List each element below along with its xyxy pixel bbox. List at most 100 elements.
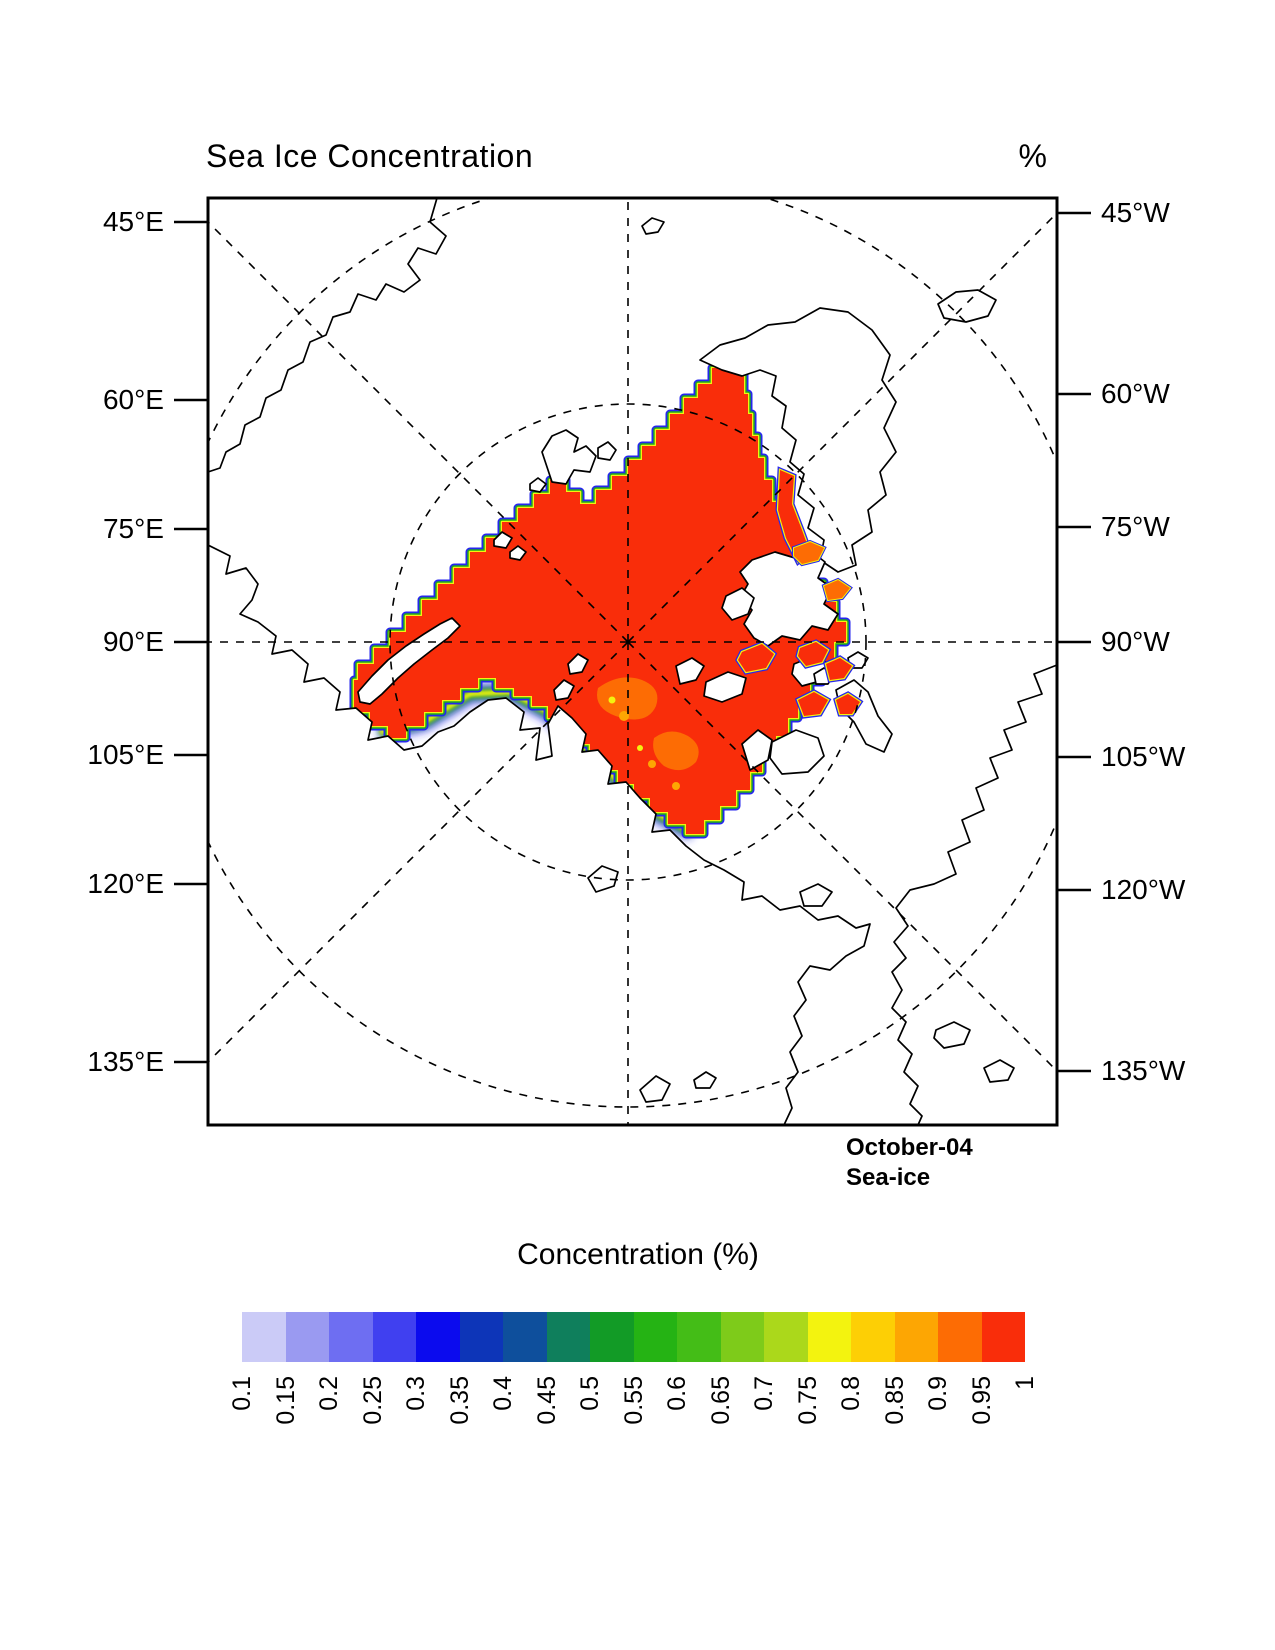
- coastline-greenland: [699, 307, 897, 573]
- colorbar-title: Concentration (%): [517, 1238, 759, 1271]
- coastline-victoria: [769, 729, 825, 775]
- colorbar-cell: [938, 1312, 982, 1362]
- colorbar-tick-label: 0.55: [620, 1376, 648, 1425]
- colorbar-tick-label: 0.4: [489, 1376, 517, 1411]
- coastline-franz-josef-land: [493, 531, 513, 549]
- axis-ticks: [174, 211, 1091, 1073]
- plot-title: Sea Ice Concentration: [206, 138, 534, 174]
- colorbar-tick: 0.15: [272, 1376, 300, 1516]
- colorbar-tick-label: 0.2: [315, 1376, 343, 1411]
- colorbar-cell: [285, 1312, 329, 1362]
- coastline-svalbard-islet: [597, 441, 617, 461]
- coastline-severnaya-zemlya: [567, 653, 589, 675]
- colorbar-cell: [503, 1312, 547, 1362]
- colorbar-tick: 0.1: [228, 1376, 256, 1516]
- colorbar-tick-label: 0.1: [228, 1376, 256, 1411]
- colorbar-tick: 0.7: [750, 1376, 778, 1516]
- colorbar-tick: 0.35: [446, 1376, 474, 1516]
- map-frame: [206, 196, 1059, 1127]
- colorbar-tick-label: 0.45: [533, 1376, 561, 1425]
- colorbar-tick: 0.5: [576, 1376, 604, 1516]
- coastline-scandinavia: [208, 198, 447, 473]
- colorbar-cell: [329, 1312, 373, 1362]
- coastline-okhotsk-island: [639, 1075, 671, 1103]
- stamp-field: Sea-ice: [846, 1164, 931, 1191]
- colorbar-cell: [416, 1312, 460, 1362]
- coastline-iceland: [937, 289, 997, 323]
- axis-label-right: 105°W: [1101, 741, 1186, 772]
- coastline-siberia-mainland: [208, 544, 871, 1125]
- colorbar-tick: 0.9: [924, 1376, 952, 1516]
- coastline-svalbard-islet: [529, 477, 547, 493]
- graticule-meridian: [208, 220, 629, 643]
- axis-label-left: 60°E: [102, 384, 164, 415]
- coastline-lake-shape: [933, 1021, 971, 1049]
- axis-label-left: 90°E: [102, 626, 164, 657]
- coastline-axel-heiberg: [721, 587, 755, 621]
- colorbar-tick-label: 0.8: [837, 1376, 865, 1411]
- colorbar-cell: [851, 1312, 895, 1362]
- graticule-meridian: [627, 211, 1057, 643]
- graticule-parallel-80N: [389, 403, 867, 881]
- graticule-meridian: [208, 641, 629, 1064]
- coastline-wrangel: [799, 883, 833, 907]
- colorbar-cell: [677, 1312, 721, 1362]
- colorbar-tick: 0.3: [402, 1376, 430, 1516]
- coastlines: [208, 198, 1057, 1125]
- colorbar-tick-label: 0.35: [446, 1376, 474, 1425]
- coastline-prince-patrick: [675, 657, 705, 685]
- coastline-okhotsk-islet: [693, 1071, 717, 1089]
- axis-label-right: 75°W: [1101, 511, 1170, 542]
- colorbar-cell: [372, 1312, 416, 1362]
- ice-interior-speck: [619, 711, 629, 721]
- ice-interior-speck: [637, 745, 643, 751]
- colorbar-tick-label: 0.9: [924, 1376, 952, 1411]
- ice-interior-speck: [672, 782, 680, 790]
- colorbar-cell: [546, 1312, 590, 1362]
- axis-label-left: 135°E: [87, 1046, 164, 1077]
- colorbar-tick-label: 0.5: [576, 1376, 604, 1411]
- axis-label-right: 60°W: [1101, 378, 1170, 409]
- axis-label-right: 135°W: [1101, 1055, 1186, 1086]
- colorbar-tick: 0.25: [359, 1376, 387, 1516]
- units-label: %: [1018, 138, 1047, 174]
- low-concentration-patch: [822, 578, 852, 602]
- ice-interior-speck: [608, 696, 616, 704]
- colorbar-cell: [807, 1312, 851, 1362]
- low-concentration-patch: [792, 540, 826, 566]
- graticule-meridian: [627, 641, 1057, 1073]
- axis-label-right: 90°W: [1101, 626, 1170, 657]
- colorbar-tick-label: 0.75: [794, 1376, 822, 1425]
- axis-label-left: 45°E: [102, 206, 164, 237]
- ice-interior-patch: [653, 731, 699, 771]
- sea-ice-field: [354, 352, 846, 834]
- channel-ice: [798, 692, 828, 716]
- axis-label-left: 120°E: [87, 868, 164, 899]
- coastline-franz-josef-land: [509, 545, 527, 561]
- colorbar-tick-label: 0.95: [968, 1376, 996, 1425]
- colorbar-tick: 1: [1011, 1376, 1039, 1516]
- colorbar-tick-label: 0.15: [272, 1376, 300, 1425]
- coastline-svalbard: [541, 429, 597, 485]
- channel-ice: [826, 658, 852, 680]
- axis-label-right: 120°W: [1101, 874, 1186, 905]
- colorbar-tick: 0.85: [881, 1376, 909, 1516]
- colorbar-tick-label: 0.65: [707, 1376, 735, 1425]
- stamp-date: October-04: [846, 1134, 973, 1161]
- ice-interior-patch: [597, 677, 658, 720]
- axis-label-left: 105°E: [87, 739, 164, 770]
- colorbar-tick-label: 1: [1011, 1376, 1039, 1390]
- colorbar-tick-label: 0.6: [663, 1376, 691, 1411]
- coastline-novaya-zemlya: [357, 617, 461, 705]
- colorbar-cell: [633, 1312, 677, 1362]
- colorbar-cell: [459, 1312, 503, 1362]
- colorbar-tick: 0.45: [533, 1376, 561, 1516]
- colorbar-cell: [894, 1312, 938, 1362]
- colorbar-tick: 0.55: [620, 1376, 648, 1516]
- coastline-lake-shape: [983, 1059, 1015, 1083]
- axis-label-right: 45°W: [1101, 197, 1170, 228]
- colorbar: [242, 1312, 1025, 1362]
- graticule: [208, 198, 1057, 1125]
